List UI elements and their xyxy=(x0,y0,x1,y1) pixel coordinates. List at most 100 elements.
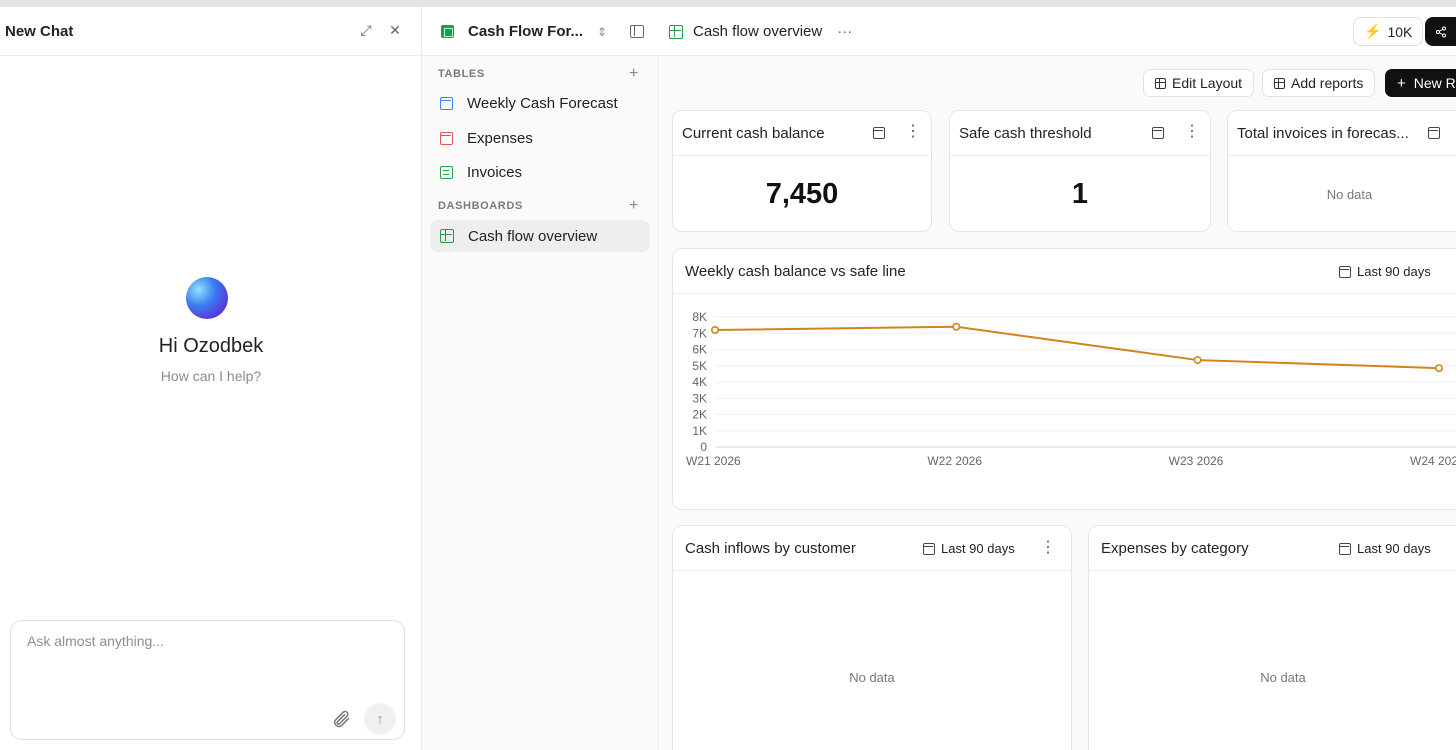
calendar-icon[interactable] xyxy=(1152,127,1164,139)
no-data-text: No data xyxy=(1326,187,1373,202)
date-range-button[interactable]: Last 90 days xyxy=(1339,541,1431,556)
current-view-tab[interactable]: Cash flow overview ··· xyxy=(669,7,852,56)
y-tick-label: 3K xyxy=(692,391,707,405)
current-view-label: Cash flow overview xyxy=(693,23,823,40)
edit-layout-button[interactable]: Edit Layout xyxy=(1143,69,1255,97)
add-reports-label: Add reports xyxy=(1291,75,1364,91)
chat-greeting: Hi Ozodbek xyxy=(158,335,264,357)
workspace-name: Cash Flow For... xyxy=(468,23,584,40)
x-tick-label: W24 2026 xyxy=(1410,454,1456,468)
x-tick-label: W22 2026 xyxy=(927,454,982,468)
no-data-text: No data xyxy=(849,670,895,685)
credits-button[interactable]: ⚡ 10K xyxy=(1353,17,1424,46)
date-range-label: Last 90 days xyxy=(941,541,1015,556)
new-report-label: New R xyxy=(1413,75,1456,91)
chevron-updown-icon: ⇕ xyxy=(597,24,608,39)
send-button[interactable]: ↑ xyxy=(364,703,396,735)
expenses-by-category-card: Expenses by category Last 90 days No dat… xyxy=(1088,525,1456,750)
card-title: Expenses by category xyxy=(1101,539,1249,557)
sidebar-item-expenses[interactable]: Expenses xyxy=(430,122,650,154)
card-title: Safe cash threshold xyxy=(959,124,1092,142)
date-range-label: Last 90 days xyxy=(1357,541,1431,556)
calendar-icon xyxy=(1339,542,1351,555)
sidebar-item-invoices[interactable]: Invoices xyxy=(430,156,650,188)
spreadsheet-icon xyxy=(441,25,454,38)
current-balance-value: 7,450 xyxy=(765,178,839,210)
grid-icon xyxy=(669,24,683,39)
y-tick-label: 1K xyxy=(692,424,707,438)
y-tick-label: 4K xyxy=(692,375,707,389)
data-point xyxy=(1193,356,1202,365)
safe-threshold-card: Safe cash threshold ⋮ 1 xyxy=(949,110,1211,232)
data-point xyxy=(952,322,961,331)
sidebar-icon xyxy=(630,25,644,38)
calendar-icon[interactable] xyxy=(1428,127,1440,139)
more-icon[interactable]: ··· xyxy=(837,23,853,40)
calendar-icon xyxy=(1339,265,1351,278)
sidebar-item-label: Invoices xyxy=(467,163,523,181)
table-icon xyxy=(440,131,453,145)
window-top-strip xyxy=(0,0,1456,7)
date-range-button[interactable]: Last 90 days xyxy=(1339,264,1431,279)
card-title: Current cash balance xyxy=(682,124,825,142)
total-invoices-card: Total invoices in forecas... No data xyxy=(1227,110,1456,232)
data-point xyxy=(710,325,719,334)
credits-value: 10K xyxy=(1387,23,1413,40)
document-icon xyxy=(440,165,453,179)
chat-title: New Chat xyxy=(5,22,74,40)
top-bar: Cash Flow For... ⇕ Cash flow overview ··… xyxy=(422,7,1456,56)
more-vertical-icon[interactable]: ⋮ xyxy=(1184,123,1200,140)
share-button[interactable] xyxy=(1425,17,1456,46)
y-tick-label: 0 xyxy=(700,440,707,454)
data-point xyxy=(1434,364,1443,373)
expand-icon[interactable]: ⤢ xyxy=(360,22,372,38)
edit-layout-label: Edit Layout xyxy=(1172,75,1243,91)
table-icon xyxy=(440,96,453,110)
current-balance-card: Current cash balance ⋮ 7,450 xyxy=(672,110,932,232)
calendar-icon xyxy=(923,542,935,555)
add-dashboard-icon[interactable]: + xyxy=(629,197,639,214)
date-range-button[interactable]: Last 90 days xyxy=(923,541,1015,556)
paperclip-icon[interactable] xyxy=(331,709,351,729)
layout-icon xyxy=(1155,77,1166,89)
chat-header: New Chat ⤢ ✕ xyxy=(0,7,421,56)
safe-threshold-value: 1 xyxy=(1071,178,1089,210)
dashboards-section-label: DASHBOARDS xyxy=(438,200,523,212)
sidebar: TABLES + Weekly Cash Forecast Expenses I… xyxy=(422,56,659,750)
card-header: Cash inflows by customer Last 90 days ⋮ xyxy=(673,526,1071,571)
workspace-switcher[interactable]: Cash Flow For... ⇕ xyxy=(441,7,607,56)
no-data-text: No data xyxy=(1260,670,1306,685)
arrow-up-icon: ↑ xyxy=(376,710,384,728)
add-reports-button[interactable]: Add reports xyxy=(1262,69,1376,97)
more-vertical-icon[interactable]: ⋮ xyxy=(1040,539,1056,556)
line-chart: 0 1K 2K 3K 4K 5K 6K 7K 8K W21 2026 W22 2026 W23 202… xyxy=(686,310,1456,468)
sidebar-item-label: Cash flow overview xyxy=(468,227,598,245)
more-vertical-icon[interactable]: ⋮ xyxy=(905,123,921,140)
card-title: Weekly cash balance vs safe line xyxy=(685,262,906,280)
calendar-icon[interactable] xyxy=(873,127,885,139)
x-tick-label: W23 2026 xyxy=(1169,454,1224,468)
toggle-sidebar-button[interactable] xyxy=(630,7,644,56)
card-header: Total invoices in forecas... xyxy=(1228,111,1456,156)
sidebar-item-cash-flow-overview[interactable]: Cash flow overview xyxy=(430,220,650,252)
assistant-avatar xyxy=(186,277,228,319)
share-icon xyxy=(1436,26,1446,37)
sidebar-item-label: Expenses xyxy=(467,129,533,147)
add-report-icon xyxy=(1274,77,1285,89)
add-table-icon[interactable]: + xyxy=(629,65,639,82)
sidebar-item-weekly-cash-forecast[interactable]: Weekly Cash Forecast xyxy=(430,87,650,119)
series-line xyxy=(714,325,1440,370)
y-tick-label: 8K xyxy=(692,310,707,324)
chat-panel: New Chat ⤢ ✕ Hi Ozodbek How can I help? … xyxy=(0,7,422,750)
card-title: Total invoices in forecas... xyxy=(1237,124,1409,142)
y-tick-label: 6K xyxy=(692,343,707,357)
dashboard-main: Edit Layout Add reports + New R Current … xyxy=(660,56,1456,750)
tables-section-label: TABLES xyxy=(438,68,485,80)
chat-input-box: ↑ xyxy=(10,620,405,740)
chat-input[interactable] xyxy=(27,633,397,693)
sidebar-item-label: Weekly Cash Forecast xyxy=(467,94,618,112)
lightning-icon: ⚡ xyxy=(1364,23,1382,39)
close-icon[interactable]: ✕ xyxy=(389,22,401,38)
weekly-balance-chart-card: Weekly cash balance vs safe line Last 90… xyxy=(672,248,1456,510)
new-report-button[interactable]: + New R xyxy=(1385,69,1456,97)
